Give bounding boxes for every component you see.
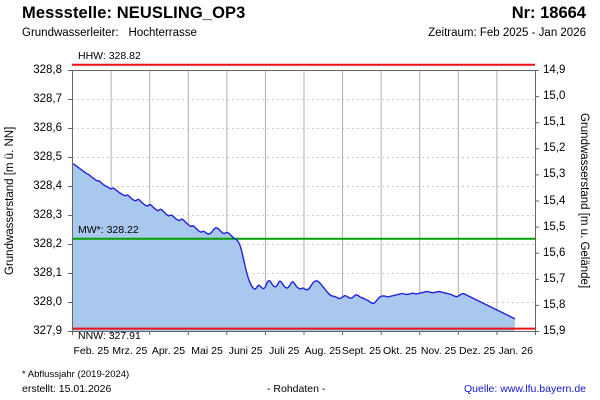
y-axis-tick-label-left: 328,2	[33, 238, 62, 250]
y-axis-tick-label-left: 328,6	[33, 122, 62, 134]
aquifer-label: Grundwasserleiter:	[22, 27, 119, 39]
aquifer-info: Grundwasserleiter: Hochterrasse	[22, 27, 197, 39]
y-axis-title-right: Grundwasserstand [m u. Gelände]	[578, 112, 590, 289]
x-axis-tick-label: Dez. 25	[459, 345, 496, 357]
x-axis-tick-label: Juli 25	[269, 345, 300, 357]
y-axis-tick-label-right: 15,9	[543, 325, 566, 337]
x-axis-tick-label: Juni 25	[228, 345, 263, 357]
x-axis-tick-label: Feb. 25	[73, 345, 110, 357]
y-axis-tick-label-right: 15,6	[543, 246, 566, 259]
y-axis-tick-label-right: 15,2	[543, 142, 566, 155]
x-axis-tick-label: Jan. 26	[498, 345, 533, 357]
page-title: Messstelle: NEUSLING_OP3	[22, 4, 246, 22]
x-axis-tick-label: Aug. 25	[304, 345, 341, 357]
y-axis-tick-label-right: 15,0	[543, 90, 566, 103]
y-axis-tick-label-right: 15,1	[543, 116, 566, 129]
reference-line-label-mw: MW*: 328.22	[78, 224, 139, 237]
y-axis-tick-label-left: 328,7	[33, 93, 62, 105]
y-axis-tick-label-right: 15,5	[543, 220, 566, 233]
footnote-rohdaten: - Rohdaten -	[267, 383, 326, 395]
x-axis-tick-label: Apr. 25	[151, 345, 186, 357]
x-axis-tick-label: Okt. 25	[383, 345, 417, 357]
y-axis-tick-label-left: 328,1	[33, 267, 62, 279]
footnote-created: erstellt: 15.01.2026	[22, 383, 112, 395]
reference-line-label-hhw: HHW: 328.82	[78, 50, 141, 63]
y-axis-tick-label-right: 15,7	[543, 272, 566, 285]
period-label: Zeitraum: Feb 2025 - Jan 2026	[428, 27, 586, 39]
y-axis-tick-label-left: 328,8	[33, 64, 62, 76]
station-number: Nr: 18664	[511, 4, 586, 22]
x-axis-tick-label: Sept. 25	[341, 345, 381, 357]
y-axis-tick-label-left: 328,4	[33, 180, 62, 192]
y-axis-tick-label-right: 14,9	[543, 64, 566, 76]
y-axis-tick-label-left: 328,5	[33, 151, 62, 163]
x-axis-tick-label: Mai 25	[191, 345, 223, 357]
x-axis-tick-label: Mrz. 25	[112, 345, 148, 357]
reference-line-label-nnw: NNW: 327.91	[78, 330, 141, 343]
y-axis-tick-label-right: 15,4	[543, 194, 566, 207]
footnote-abflussjahr: * Abflussjahr (2019-2024)	[22, 369, 130, 380]
aquifer-value: Hochterrasse	[128, 27, 197, 39]
y-axis-tick-label-left: 328,3	[33, 209, 62, 221]
y-axis-tick-label-left: 328,0	[33, 296, 62, 308]
footnote-source-link[interactable]: Quelle: www.lfu.bayern.de	[464, 383, 586, 395]
y-axis-tick-label-right: 15,8	[543, 298, 566, 311]
y-axis-tick-label-left: 327,9	[33, 325, 62, 337]
x-axis-tick-label: Nov. 25	[420, 345, 457, 357]
y-axis-tick-label-right: 15,3	[543, 168, 566, 181]
